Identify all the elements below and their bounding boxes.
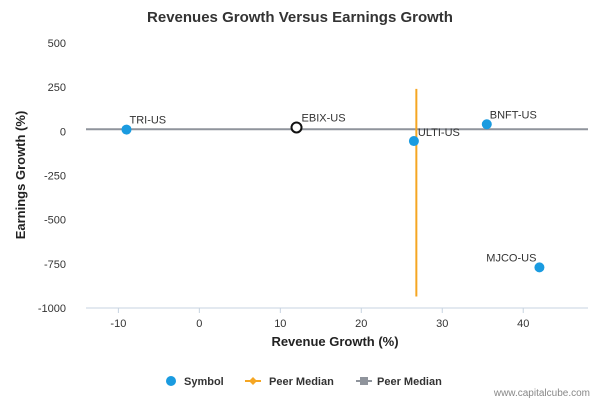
y-tick-label: -500 [44,215,66,227]
legend-label-peer-median-horizontal: Peer Median [377,376,442,388]
x-tick-label: 20 [355,318,367,330]
y-axis-title: Earnings Growth (%) [13,111,28,240]
legend-label-symbol: Symbol [184,376,224,388]
point-label-tri-us: TRI-US [129,115,166,127]
legend: Symbol Peer Median Peer Median [166,376,442,388]
y-tick-label: 250 [48,82,66,94]
legend-marker-peer-median-vertical [249,377,257,385]
legend-item-peer-median-horizontal[interactable]: Peer Median [356,376,442,388]
x-tick-label: 40 [517,318,529,330]
y-tick-label: -750 [44,259,66,271]
data-point-ebix-us[interactable] [290,121,303,134]
x-tick-label: 10 [274,318,286,330]
x-axis-ticks: -10 0 10 20 30 40 [110,308,529,330]
point-label-ebix-us: EBIX-US [302,112,346,124]
peer-median-lines [86,88,588,297]
y-tick-label: 0 [60,126,66,138]
point-label-mjco-us: MJCO-US [486,252,536,264]
y-tick-label: -250 [44,171,66,183]
chart-title: Revenues Growth Versus Earnings Growth [147,9,453,26]
legend-item-symbol[interactable]: Symbol [166,376,224,388]
data-points: TRI-US EBIX-US ULTI-US BNFT-US MJCO-US [121,109,545,273]
x-axis-title: Revenue Growth (%) [271,334,398,349]
point-label-bnft-us: BNFT-US [490,109,537,121]
point-label-ulti-us: ULTI-US [418,127,460,139]
legend-label-peer-median-vertical: Peer Median [269,376,334,388]
credit-text[interactable]: www.capitalcube.com [493,388,590,399]
x-tick-label: -10 [110,318,126,330]
x-tick-label: 30 [436,318,448,330]
y-tick-label: 500 [48,38,66,50]
data-point-bnft-us[interactable] [481,119,492,130]
y-tick-label: -1000 [38,303,66,315]
x-tick-label: 0 [196,318,202,330]
data-point-tri-us[interactable] [121,124,132,135]
legend-item-peer-median-vertical[interactable]: Peer Median [245,376,334,388]
data-point-mjco-us[interactable] [534,262,545,273]
legend-marker-symbol [166,376,176,386]
y-axis-ticks: 500 250 0 -250 -500 -750 -1000 [38,38,66,315]
legend-marker-peer-median-horizontal [360,377,368,385]
data-point-ulti-us[interactable] [408,136,419,147]
